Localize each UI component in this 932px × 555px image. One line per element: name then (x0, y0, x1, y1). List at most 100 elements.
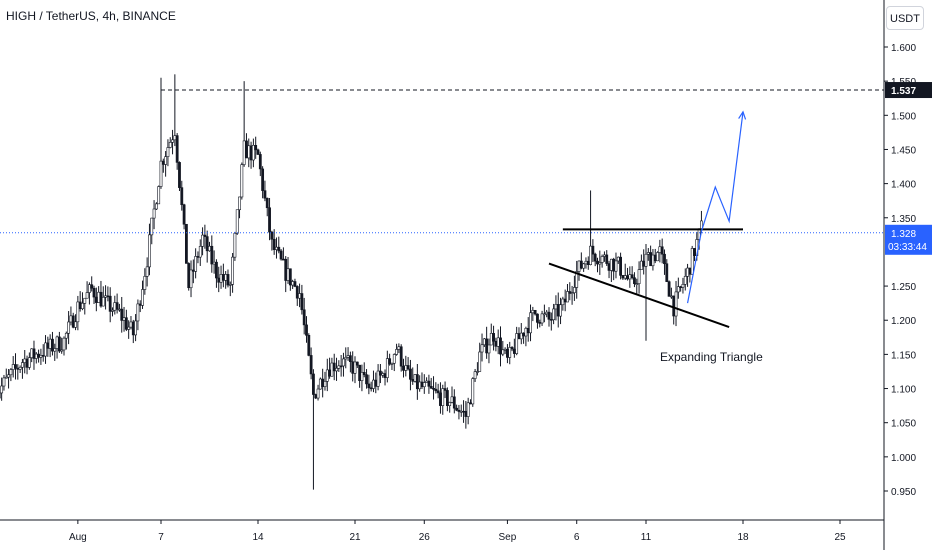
candle-body (218, 278, 220, 282)
candle-body (245, 141, 247, 158)
current-price-label: 1.328 (891, 229, 916, 240)
candle-body (24, 359, 26, 363)
candle-body (333, 363, 335, 371)
candle-body (289, 269, 291, 285)
candle-body (49, 339, 51, 348)
candle-body (139, 304, 141, 305)
candle-body (227, 274, 229, 285)
candle-body (460, 411, 462, 412)
candle-body (153, 209, 155, 218)
candle-body (322, 379, 324, 387)
candle-body (88, 285, 90, 293)
candle-body (684, 276, 686, 284)
candle-body (104, 296, 106, 297)
candle-body (42, 355, 44, 356)
candle-body (222, 274, 224, 280)
candle-body (273, 239, 275, 249)
candle-body (483, 339, 485, 345)
candle-body (569, 292, 571, 294)
candle-body (14, 365, 16, 369)
countdown-label: 03:33:44 (888, 242, 927, 253)
y-tick-label: 1.400 (891, 180, 916, 191)
candle-body (331, 363, 333, 376)
candle-body (33, 349, 35, 359)
candle-body (650, 252, 652, 265)
candle-body (647, 252, 649, 254)
candle-body (250, 146, 252, 160)
candle-body (349, 356, 351, 362)
candle-body (74, 322, 76, 328)
candle-body (183, 205, 185, 225)
candle-body (312, 374, 314, 395)
candle-body (633, 278, 635, 284)
candle-body (409, 369, 411, 379)
candle-body (469, 403, 471, 404)
candle-body (504, 349, 506, 350)
candle-body (128, 327, 130, 329)
candle-body (326, 370, 328, 381)
candle-body (557, 304, 559, 316)
candle-body (539, 322, 541, 323)
candle-body (506, 349, 508, 357)
candle-body (102, 297, 104, 306)
candle-body (3, 378, 5, 386)
candle-body (414, 375, 416, 382)
candle-body (107, 296, 109, 297)
candle-body (516, 334, 518, 354)
candle-body (365, 375, 367, 384)
currency-button[interactable]: USDT (886, 6, 924, 30)
candle-body (91, 285, 93, 289)
candle-body (486, 339, 488, 353)
candle-body (204, 235, 206, 236)
candle-body (259, 154, 261, 168)
candle-body (252, 145, 254, 160)
candle-body (472, 379, 474, 404)
candle-body (476, 371, 478, 372)
candle-body (453, 397, 455, 408)
candle-body (238, 197, 240, 210)
candle-body (550, 319, 552, 320)
candle-body (266, 198, 268, 208)
candle-body (596, 261, 598, 264)
candle-body (155, 204, 157, 209)
x-tick-label: 11 (641, 532, 652, 543)
candle-body (626, 276, 628, 279)
candle-body (37, 354, 39, 357)
candle-body (449, 402, 451, 405)
candle-body (308, 335, 310, 355)
candle-body (342, 359, 344, 366)
x-tick-label: Sep (499, 532, 517, 543)
candle-body (61, 350, 63, 351)
candle-body (446, 390, 448, 405)
candle-body (116, 303, 118, 310)
candle-body (114, 303, 116, 311)
candle-body (123, 318, 125, 321)
candle-body (192, 270, 194, 271)
y-tick-label: 1.200 (891, 316, 916, 327)
candle-body (361, 372, 363, 380)
candle-body (264, 191, 266, 199)
candle-body (201, 235, 203, 246)
candle-body (305, 325, 307, 335)
y-tick-label: 1.250 (891, 282, 916, 293)
candle-body (174, 136, 176, 140)
x-tick-label: 14 (252, 532, 264, 543)
candle-body (389, 359, 391, 365)
projection-path[interactable] (688, 112, 743, 303)
candle-body (165, 157, 167, 165)
candle-body (400, 347, 402, 366)
candle-body (345, 357, 347, 359)
candle-body (435, 389, 437, 391)
candle-body (268, 208, 270, 232)
candle-body (592, 246, 594, 254)
candle-body (146, 267, 148, 276)
y-tick-label: 1.100 (891, 385, 916, 396)
candle-body (677, 287, 679, 292)
candle-body (125, 318, 127, 330)
candle-body (458, 410, 460, 411)
pattern-label: Expanding Triangle (660, 350, 763, 364)
candle-body (111, 310, 113, 311)
candle-body (518, 334, 520, 339)
